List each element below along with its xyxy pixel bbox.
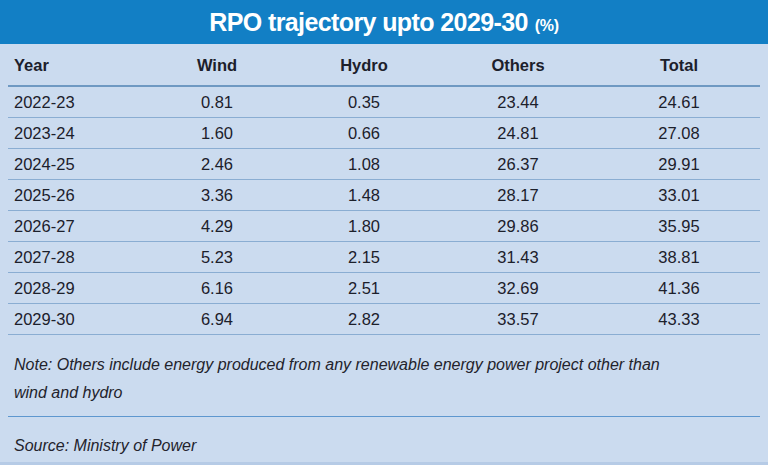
figure-title-bar: RPO trajectory upto 2029-30 (%) <box>0 0 768 44</box>
value-cell: 2.82 <box>290 304 438 335</box>
value-cell: 24.61 <box>598 86 760 118</box>
year-cell: 2027-28 <box>8 242 144 273</box>
value-cell: 0.81 <box>144 86 290 118</box>
value-cell: 32.69 <box>438 273 598 304</box>
source-text: Source: Ministry of Power <box>8 417 760 455</box>
value-cell: 1.08 <box>290 149 438 180</box>
year-cell: 2025-26 <box>8 180 144 211</box>
column-header-wind: Wind <box>144 44 290 86</box>
year-cell: 2024-25 <box>8 149 144 180</box>
table-header-row: YearWindHydroOthersTotal <box>8 44 760 86</box>
value-cell: 26.37 <box>438 149 598 180</box>
table-row: 2025-263.361.4828.1733.01 <box>8 180 760 211</box>
value-cell: 4.29 <box>144 211 290 242</box>
footnote-line-1: Note: Others include energy produced fro… <box>14 351 754 379</box>
value-cell: 1.60 <box>144 118 290 149</box>
rpo-data-table: YearWindHydroOthersTotal 2022-230.810.35… <box>8 44 760 335</box>
value-cell: 3.36 <box>144 180 290 211</box>
table-row: 2029-306.942.8233.5743.33 <box>8 304 760 335</box>
rpo-trajectory-figure: RPO trajectory upto 2029-30 (%) YearWindH… <box>0 0 768 465</box>
value-cell: 33.01 <box>598 180 760 211</box>
value-cell: 0.66 <box>290 118 438 149</box>
figure-footer: Note: Others include energy produced fro… <box>8 335 760 455</box>
figure-title: RPO trajectory upto 2029-30 <box>209 8 528 36</box>
value-cell: 31.43 <box>438 242 598 273</box>
table-row: 2027-285.232.1531.4338.81 <box>8 242 760 273</box>
value-cell: 1.48 <box>290 180 438 211</box>
value-cell: 1.80 <box>290 211 438 242</box>
value-cell: 6.94 <box>144 304 290 335</box>
table-row: 2023-241.600.6624.8127.08 <box>8 118 760 149</box>
value-cell: 24.81 <box>438 118 598 149</box>
footnote-line-2: wind and hydro <box>14 379 754 407</box>
value-cell: 2.51 <box>290 273 438 304</box>
table-row: 2024-252.461.0826.3729.91 <box>8 149 760 180</box>
value-cell: 29.86 <box>438 211 598 242</box>
value-cell: 27.08 <box>598 118 760 149</box>
value-cell: 6.16 <box>144 273 290 304</box>
year-cell: 2029-30 <box>8 304 144 335</box>
table-row: 2028-296.162.5132.6941.36 <box>8 273 760 304</box>
value-cell: 2.15 <box>290 242 438 273</box>
footnote: Note: Others include energy produced fro… <box>8 335 760 407</box>
table-row: 2022-230.810.3523.4424.61 <box>8 86 760 118</box>
figure-title-unit: (%) <box>535 17 559 34</box>
year-cell: 2028-29 <box>8 273 144 304</box>
column-header-others: Others <box>438 44 598 86</box>
value-cell: 2.46 <box>144 149 290 180</box>
value-cell: 43.33 <box>598 304 760 335</box>
value-cell: 38.81 <box>598 242 760 273</box>
column-header-year: Year <box>8 44 144 86</box>
value-cell: 41.36 <box>598 273 760 304</box>
year-cell: 2023-24 <box>8 118 144 149</box>
value-cell: 28.17 <box>438 180 598 211</box>
column-header-hydro: Hydro <box>290 44 438 86</box>
value-cell: 0.35 <box>290 86 438 118</box>
value-cell: 33.57 <box>438 304 598 335</box>
value-cell: 5.23 <box>144 242 290 273</box>
year-cell: 2026-27 <box>8 211 144 242</box>
value-cell: 23.44 <box>438 86 598 118</box>
column-header-total: Total <box>598 44 760 86</box>
value-cell: 29.91 <box>598 149 760 180</box>
year-cell: 2022-23 <box>8 86 144 118</box>
value-cell: 35.95 <box>598 211 760 242</box>
table-row: 2026-274.291.8029.8635.95 <box>8 211 760 242</box>
